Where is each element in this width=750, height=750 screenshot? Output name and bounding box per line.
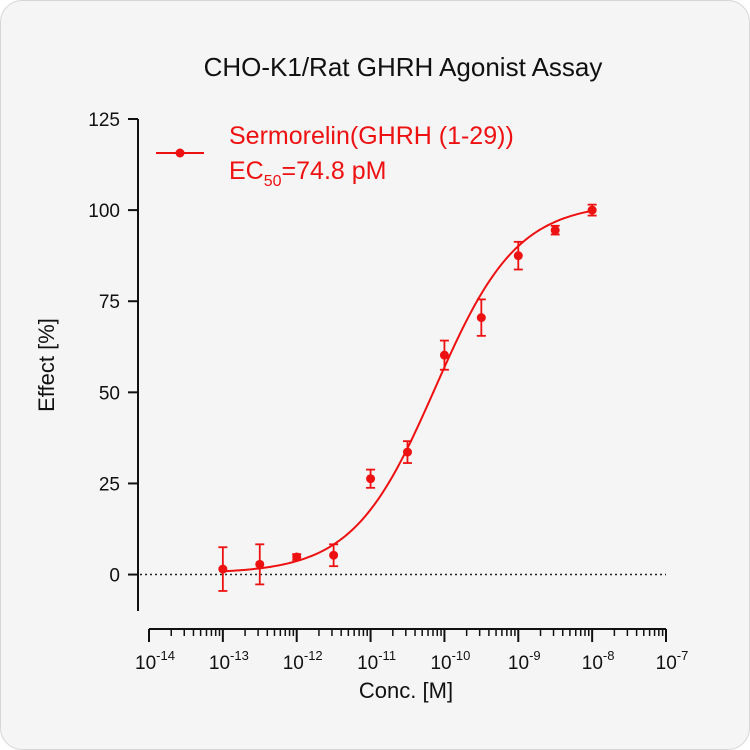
legend-ec50-label: EC50=74.8 pM (229, 157, 386, 190)
legend-dot-marker (175, 148, 185, 158)
y-tick-label: 0 (109, 566, 120, 587)
data-point (292, 552, 302, 562)
legend-ec50-prefix: EC (229, 157, 264, 185)
legend-ec50-value: =74.8 pM (282, 157, 387, 185)
data-point (587, 205, 597, 215)
axes: 0 25 50 75 100 125 10-14 10-13 10-12 10-11 10-10 10… (88, 110, 688, 674)
y-tick-label: 25 (99, 474, 120, 495)
x-axis-label: Conc. [M] (359, 678, 453, 703)
y-tick-label: 125 (88, 110, 120, 131)
x-tick-label: 10-13 (209, 648, 249, 674)
legend-series-name: Sermorelin(GHRH (1-29)) (229, 122, 514, 150)
y-tick-label: 50 (99, 383, 120, 404)
fit-curve-group (222, 209, 593, 573)
data-points (218, 203, 597, 592)
x-tick-label: 10-9 (508, 648, 541, 674)
data-point (255, 559, 265, 569)
x-tick-label: 10-12 (283, 648, 323, 674)
data-point (218, 564, 228, 574)
y-tick-label: 75 (99, 292, 120, 313)
y-axis-label: Effect [%] (34, 318, 59, 412)
data-point (402, 447, 412, 457)
data-point (513, 251, 523, 261)
x-tick-label: 10-11 (357, 648, 396, 674)
x-tick-label: 10-14 (135, 648, 175, 674)
x-tick-label: 10-10 (430, 648, 470, 674)
legend-ec50-subscript: 50 (264, 173, 282, 190)
x-tick-label: 10-8 (582, 648, 615, 674)
data-point (476, 313, 486, 323)
data-point (439, 350, 449, 360)
y-tick-label: 100 (88, 201, 120, 222)
x-tick-label: 10-7 (656, 648, 689, 674)
chart-title: CHO-K1/Rat GHRH Agonist Assay (204, 52, 603, 82)
data-point (329, 550, 339, 560)
legend: Sermorelin(GHRH (1-29)) EC50=74.8 pM (156, 122, 514, 190)
fit-curve (222, 209, 593, 573)
data-point (550, 225, 560, 235)
data-point (366, 474, 376, 484)
